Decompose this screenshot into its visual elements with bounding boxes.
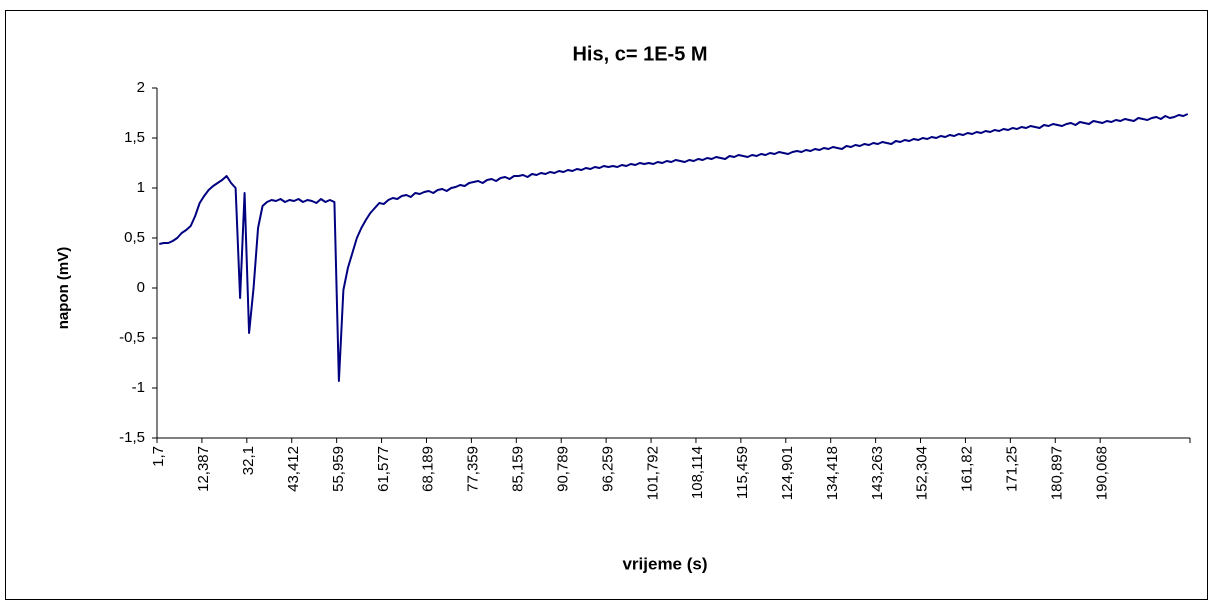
y-tick-label: 0,5 (124, 229, 145, 246)
x-tick-label: 161,82 (959, 446, 976, 492)
x-tick-label: 85,159 (510, 446, 527, 492)
x-tick-label: 96,259 (599, 446, 616, 492)
x-tick-label: 180,897 (1048, 446, 1065, 500)
x-tick-label: 90,789 (554, 446, 571, 492)
x-axis-label: vrijeme (s) (622, 554, 707, 573)
x-tick-label: 134,418 (824, 446, 841, 500)
x-tick-label: 32,1 (240, 446, 257, 475)
chart-border (5, 10, 1208, 600)
y-tick-label: -0,5 (119, 329, 145, 346)
x-tick-label: 77,359 (465, 446, 482, 492)
x-tick-label: 143,263 (869, 446, 886, 500)
x-tick-label: 124,901 (779, 446, 796, 500)
x-tick-label: 115,459 (734, 446, 751, 499)
y-tick-label: 0 (137, 279, 145, 296)
data-line (159, 113, 1189, 382)
y-tick-label: 1,5 (124, 129, 145, 146)
x-tick-label: 152,304 (914, 446, 931, 500)
chart-title: His, c= 1E-5 M (572, 43, 707, 65)
x-tick-label: 43,412 (285, 446, 302, 492)
y-tick-label: -1,5 (119, 429, 145, 446)
y-tick-label: 2 (137, 79, 145, 96)
x-tick-label: 171,25 (1004, 446, 1021, 492)
x-tick-label: 1,7 (150, 446, 167, 467)
y-tick-label: -1 (132, 379, 145, 396)
x-tick-label: 190,068 (1093, 446, 1110, 500)
x-tick-label: 12,387 (195, 446, 212, 492)
x-tick-label: 108,114 (689, 446, 706, 499)
y-tick-label: 1 (137, 179, 145, 196)
x-tick-label: 68,189 (420, 446, 437, 492)
x-tick-label: 61,577 (375, 446, 392, 492)
x-tick-label: 55,959 (330, 446, 347, 492)
y-axis-label: napon (mV) (55, 247, 72, 330)
x-tick-label: 101,792 (644, 446, 661, 500)
